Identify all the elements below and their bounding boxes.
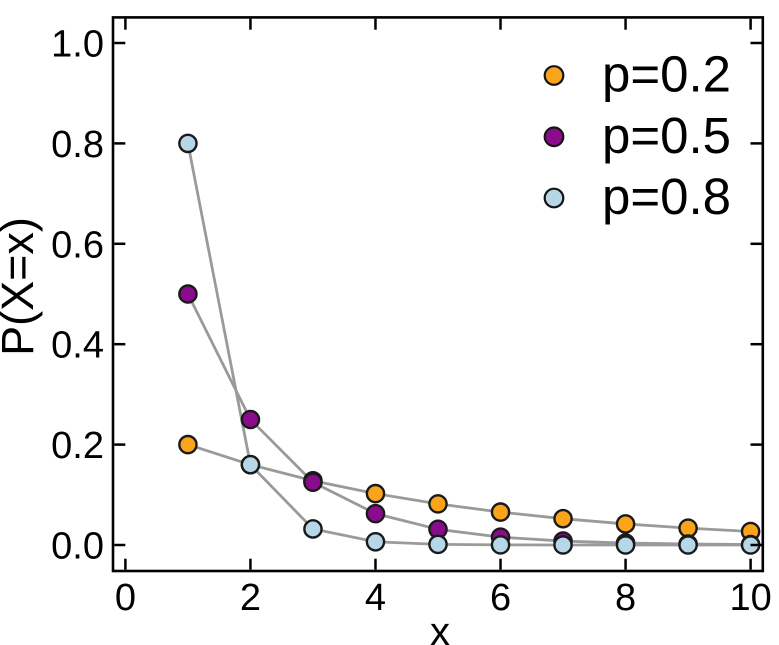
svg-text:0.2: 0.2 — [51, 425, 104, 467]
svg-text:10: 10 — [729, 577, 771, 619]
svg-text:1.0: 1.0 — [51, 24, 104, 66]
svg-text:8: 8 — [615, 577, 636, 619]
svg-text:2: 2 — [240, 577, 261, 619]
svg-text:p=0.5: p=0.5 — [602, 107, 731, 164]
svg-text:0.6: 0.6 — [51, 224, 104, 266]
svg-text:p=0.8: p=0.8 — [602, 168, 731, 225]
svg-text:6: 6 — [490, 577, 511, 619]
svg-text:0.8: 0.8 — [51, 124, 104, 166]
svg-text:P(X=x): P(X=x) — [0, 217, 43, 356]
svg-text:0: 0 — [115, 577, 136, 619]
svg-text:4: 4 — [365, 577, 386, 619]
svg-text:x: x — [430, 610, 450, 645]
svg-text:p=0.2: p=0.2 — [602, 46, 731, 103]
svg-text:0.0: 0.0 — [51, 526, 104, 568]
svg-text:0.4: 0.4 — [51, 325, 104, 367]
